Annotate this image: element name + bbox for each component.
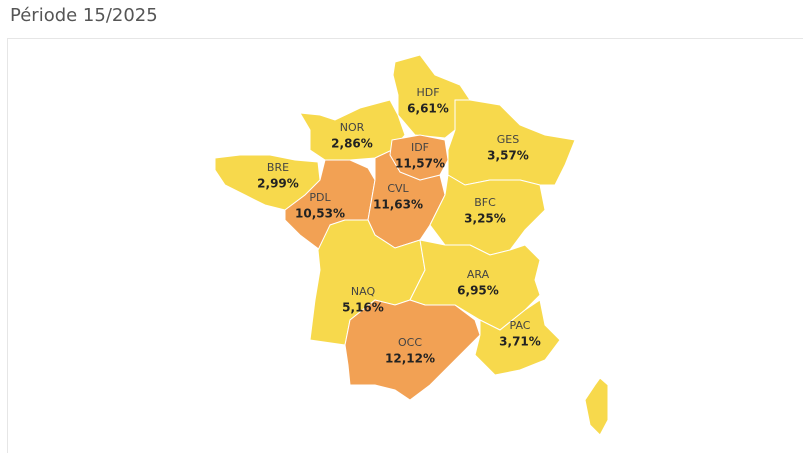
region[interactable]	[474, 299, 561, 376]
region[interactable]	[392, 54, 471, 139]
region-code: PDL	[309, 191, 331, 204]
page-title: Période 15/2025	[10, 5, 158, 26]
region-code: HDF	[416, 86, 439, 99]
region-value: 10,53%	[295, 207, 345, 221]
region-code: NAQ	[351, 285, 376, 298]
region[interactable]	[389, 134, 449, 181]
region[interactable]	[447, 99, 576, 186]
region-value: 11,63%	[373, 198, 423, 212]
region-value: 3,71%	[499, 335, 541, 349]
region-code: IDF	[411, 141, 429, 154]
region-value: 11,57%	[395, 157, 445, 171]
region-value: 6,95%	[457, 284, 499, 298]
region-value: 5,16%	[342, 301, 384, 315]
region-code: BRE	[267, 161, 289, 174]
region-code: NOR	[340, 121, 365, 134]
region-value: 3,57%	[487, 149, 529, 163]
region-code: ARA	[467, 268, 490, 281]
region-corsica[interactable]	[584, 377, 609, 436]
region-code: GES	[497, 133, 519, 146]
region-code: CVL	[387, 182, 409, 195]
region-code: OCC	[398, 336, 422, 349]
region[interactable]	[429, 174, 546, 256]
region-code: BFC	[474, 196, 496, 209]
region-value: 2,99%	[257, 177, 299, 191]
region-value: 6,61%	[407, 102, 449, 116]
region-value: 2,86%	[331, 137, 373, 151]
map-panel	[7, 38, 803, 453]
region-value: 12,12%	[385, 352, 435, 366]
region[interactable]	[344, 299, 481, 401]
region-code: PAC	[510, 319, 531, 332]
region-value: 3,25%	[464, 212, 506, 226]
